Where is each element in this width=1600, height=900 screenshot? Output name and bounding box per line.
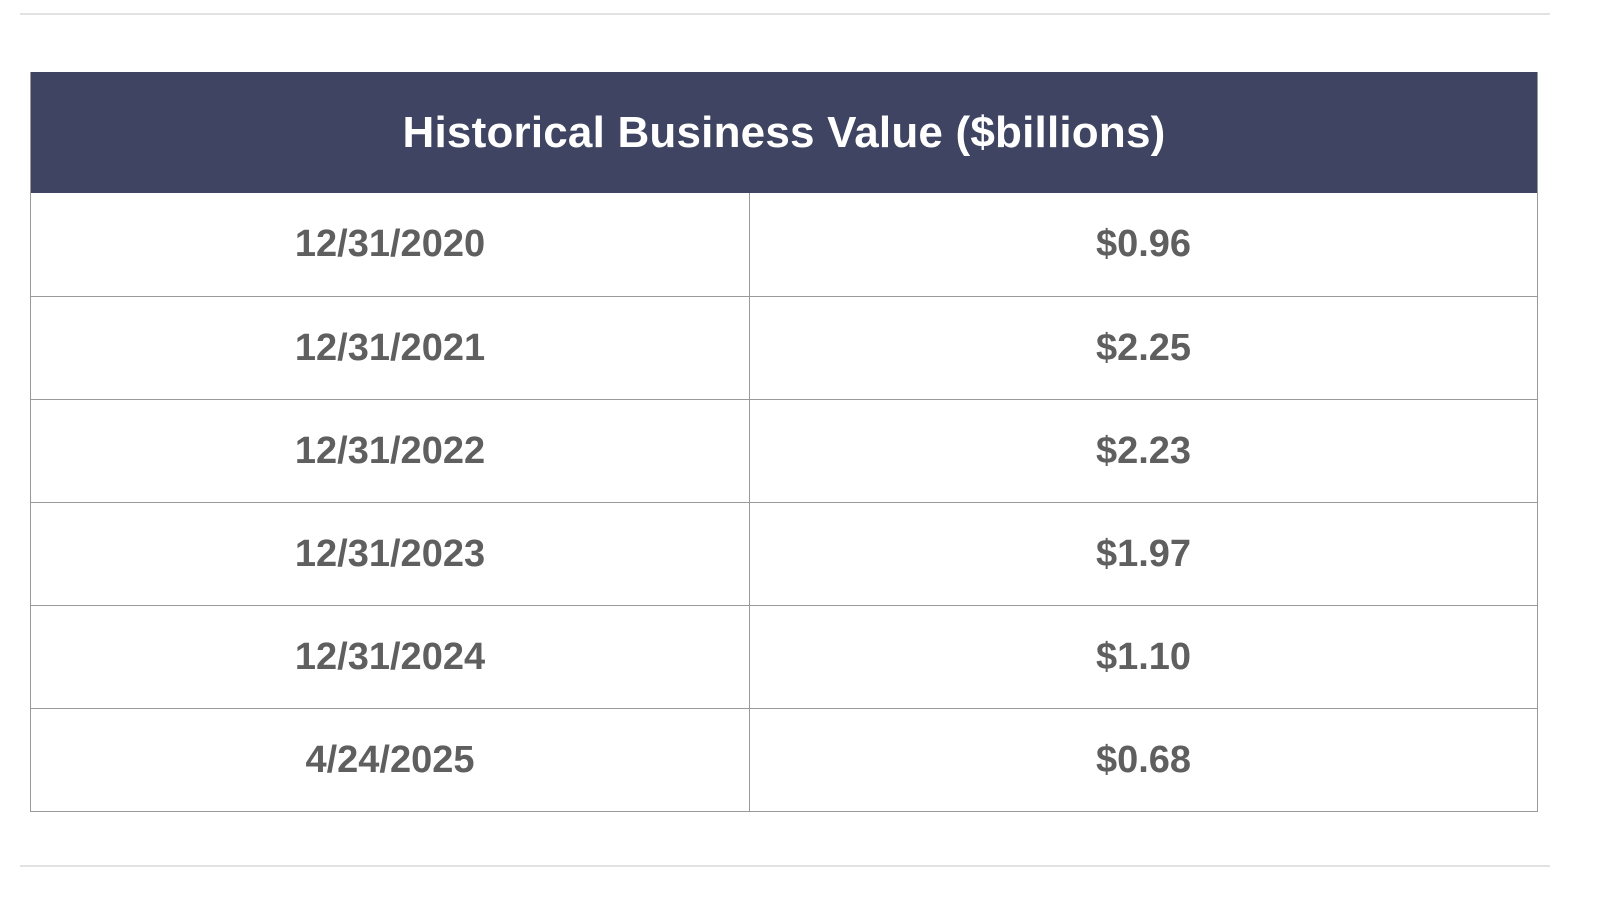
- table-row: 4/24/2025 $0.68: [31, 708, 1537, 811]
- table-row: 12/31/2021 $2.25: [31, 296, 1537, 399]
- date-cell: 12/31/2022: [31, 400, 750, 502]
- table-row: 12/31/2020 $0.96: [31, 193, 1537, 296]
- business-value-table: Historical Business Value ($billions) 12…: [30, 72, 1538, 812]
- date-cell: 4/24/2025: [31, 709, 750, 811]
- value-cell: $2.25: [1095, 326, 1192, 369]
- date-cell: 12/31/2024: [31, 606, 750, 708]
- value-cell: $1.10: [1095, 635, 1192, 678]
- bottom-divider: [20, 865, 1550, 867]
- value-cell: $0.68: [1095, 738, 1192, 781]
- date-cell: 12/31/2020: [31, 193, 750, 296]
- date-cell: 12/31/2021: [31, 297, 750, 399]
- table-row: 12/31/2024 $1.10: [31, 605, 1537, 708]
- date-cell: 12/31/2023: [31, 503, 750, 605]
- value-cell: $0.96: [1095, 223, 1192, 265]
- table-title: Historical Business Value ($billions): [31, 72, 1537, 193]
- value-cell: $2.23: [1095, 429, 1192, 472]
- table-row: 12/31/2022 $2.23: [31, 399, 1537, 502]
- table-row: 12/31/2023 $1.97: [31, 502, 1537, 605]
- table-body: 12/31/2020 $0.96 12/31/2021 $2.25 12/31/2022…: [31, 193, 1537, 811]
- value-cell: $1.97: [1095, 532, 1192, 575]
- top-divider: [20, 13, 1550, 15]
